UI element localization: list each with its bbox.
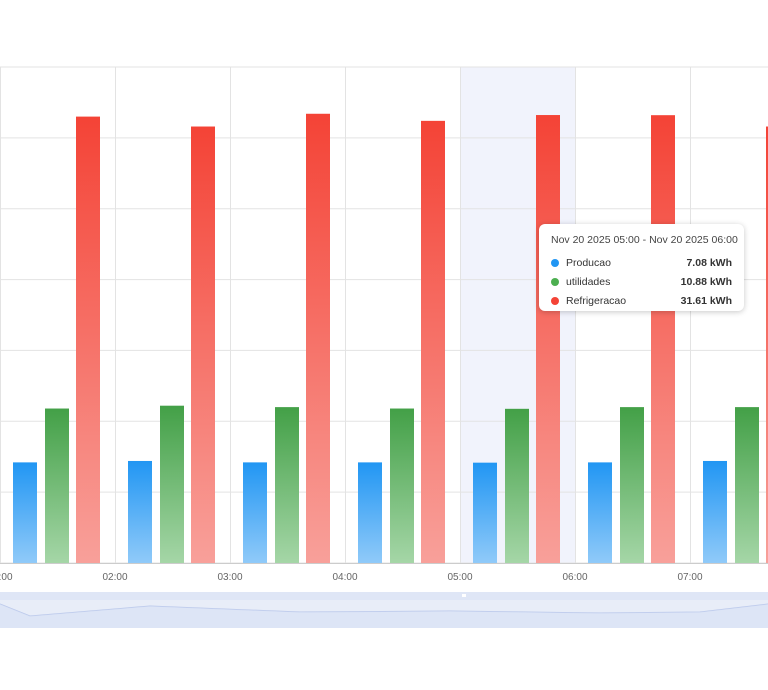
bar-refrigeracao-0400 xyxy=(421,120,445,563)
tooltip-series-name: Refrigeracao xyxy=(566,294,627,307)
tooltip-series-value: 7.08 kWh xyxy=(686,256,732,269)
tooltip-series-name: utilidades xyxy=(566,275,611,288)
x-tick-label: 05:00 xyxy=(447,572,472,583)
x-tick-label: 06:00 xyxy=(562,572,587,583)
bar-utilidades-0700 xyxy=(735,407,759,563)
bar-producao-0700 xyxy=(703,460,727,563)
bar-utilidades-0200 xyxy=(160,405,184,563)
bar-refrigeracao-0500 xyxy=(536,115,560,564)
tooltip-series-name: Producao xyxy=(566,256,611,269)
bar-producao-0200 xyxy=(128,460,152,563)
bar-utilidades-0600 xyxy=(620,407,644,563)
x-tick-label: 03:00 xyxy=(217,572,242,583)
tooltip-row-refrigeracao: Refrigeracao 31.61 kWh xyxy=(551,291,732,310)
bar-refrigeracao-0200 xyxy=(191,126,215,564)
tooltip-series-value: 31.61 kWh xyxy=(680,294,732,307)
tooltip-series-value: 10.88 kWh xyxy=(680,275,732,288)
chart-tooltip: Nov 20 2025 05:00 - Nov 20 2025 06:00 Pr… xyxy=(539,224,744,311)
producao-dot-icon xyxy=(551,258,559,267)
refrigeracao-dot-icon xyxy=(551,296,559,305)
bar-refrigeracao-0700 xyxy=(766,126,768,564)
x-tick-label: 02:00 xyxy=(102,572,127,583)
navigator-series-area xyxy=(0,604,768,628)
utilidades-dot-icon xyxy=(551,277,559,286)
bar-producao-0100 xyxy=(13,462,37,563)
bar-refrigeracao-0600 xyxy=(651,115,675,563)
tooltip-row-utilidades: utilidades 10.88 kWh xyxy=(551,272,732,291)
x-tick-label: 01:00 xyxy=(0,572,13,583)
tooltip-row-producao: Producao 7.08 kWh xyxy=(551,253,732,272)
bar-utilidades-0500 xyxy=(505,408,529,563)
navigator-handle-icon xyxy=(462,594,466,597)
bar-refrigeracao-0300 xyxy=(306,113,330,563)
x-tick-label: 07:00 xyxy=(677,572,702,583)
bar-utilidades-0100 xyxy=(45,408,69,563)
tooltip-title: Nov 20 2025 05:00 - Nov 20 2025 06:00 xyxy=(551,234,738,246)
bar-utilidades-0300 xyxy=(275,407,299,563)
x-tick-label: 04:00 xyxy=(332,572,357,583)
bar-producao-0400 xyxy=(358,462,382,563)
bar-utilidades-0400 xyxy=(390,408,414,563)
navigator-scrollbar xyxy=(0,592,768,600)
bar-producao-0300 xyxy=(243,462,267,563)
bar-producao-0600 xyxy=(588,462,612,563)
bar-refrigeracao-0100 xyxy=(76,116,100,563)
bar-producao-0500 xyxy=(473,462,497,563)
